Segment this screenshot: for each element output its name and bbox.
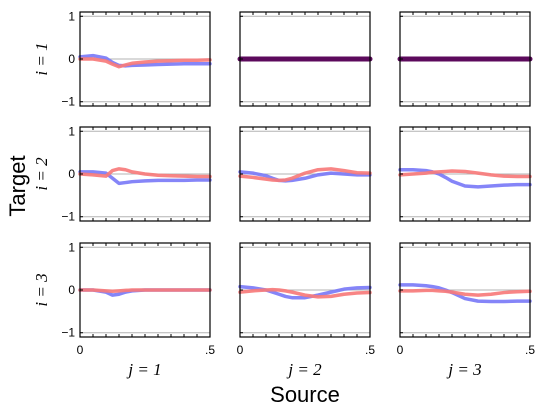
panel-2-1: 1 0 −1 [61, 124, 212, 224]
y-tick-label: 0 [68, 52, 75, 66]
series-line-1 [398, 167, 532, 189]
x-tick-label: .5 [365, 343, 375, 357]
series-line-2 [238, 167, 372, 183]
y-tick-label: 0 [68, 283, 75, 297]
panel-1-1: 1 0 −1 [61, 9, 212, 109]
x-axis-label: Source [270, 382, 340, 407]
panel-2-3 [398, 126, 532, 222]
x-tick-label: .5 [525, 343, 535, 357]
y-tick-label: −1 [61, 326, 75, 340]
series-line-2 [78, 167, 212, 179]
y-tick-label: 1 [68, 9, 75, 23]
row-label-3: i = 3 [32, 273, 51, 306]
x-tick-label: 0 [77, 343, 84, 357]
row-label-1: i = 1 [32, 42, 51, 75]
x-tick-label: 0 [237, 343, 244, 357]
col-label-2: j = 2 [286, 360, 322, 379]
x-tick-label: 0 [397, 343, 404, 357]
series-line-2 [78, 288, 212, 294]
panel-3-1: 10−10.5 [61, 240, 215, 357]
panel-1-2 [237, 11, 373, 107]
series-line-2 [398, 169, 532, 179]
y-axis-label: Target [5, 155, 30, 216]
series-line-2 [238, 287, 372, 299]
panel-grid: 10−110−110−10.5 0.5 0.5 [61, 9, 535, 357]
panel-3-3: 0.5 [397, 242, 535, 357]
panel-3-2: 0.5 [237, 242, 375, 357]
x-tick-label: .5 [205, 343, 215, 357]
panel-1-3 [397, 11, 533, 107]
series-line-2 [398, 288, 532, 297]
col-label-3: j = 3 [446, 360, 481, 379]
y-tick-label: −1 [61, 95, 75, 109]
col-label-1: j = 1 [126, 360, 161, 379]
y-tick-label: 1 [68, 240, 75, 254]
series-line-1 [238, 170, 372, 183]
series-line-1 [78, 53, 212, 68]
panel-2-2 [238, 126, 372, 222]
y-tick-label: 0 [68, 167, 75, 181]
series-line-2 [78, 57, 212, 69]
series-line-1 [78, 170, 212, 186]
y-tick-label: −1 [61, 210, 75, 224]
row-label-2: i = 2 [32, 157, 51, 191]
y-tick-label: 1 [68, 124, 75, 138]
